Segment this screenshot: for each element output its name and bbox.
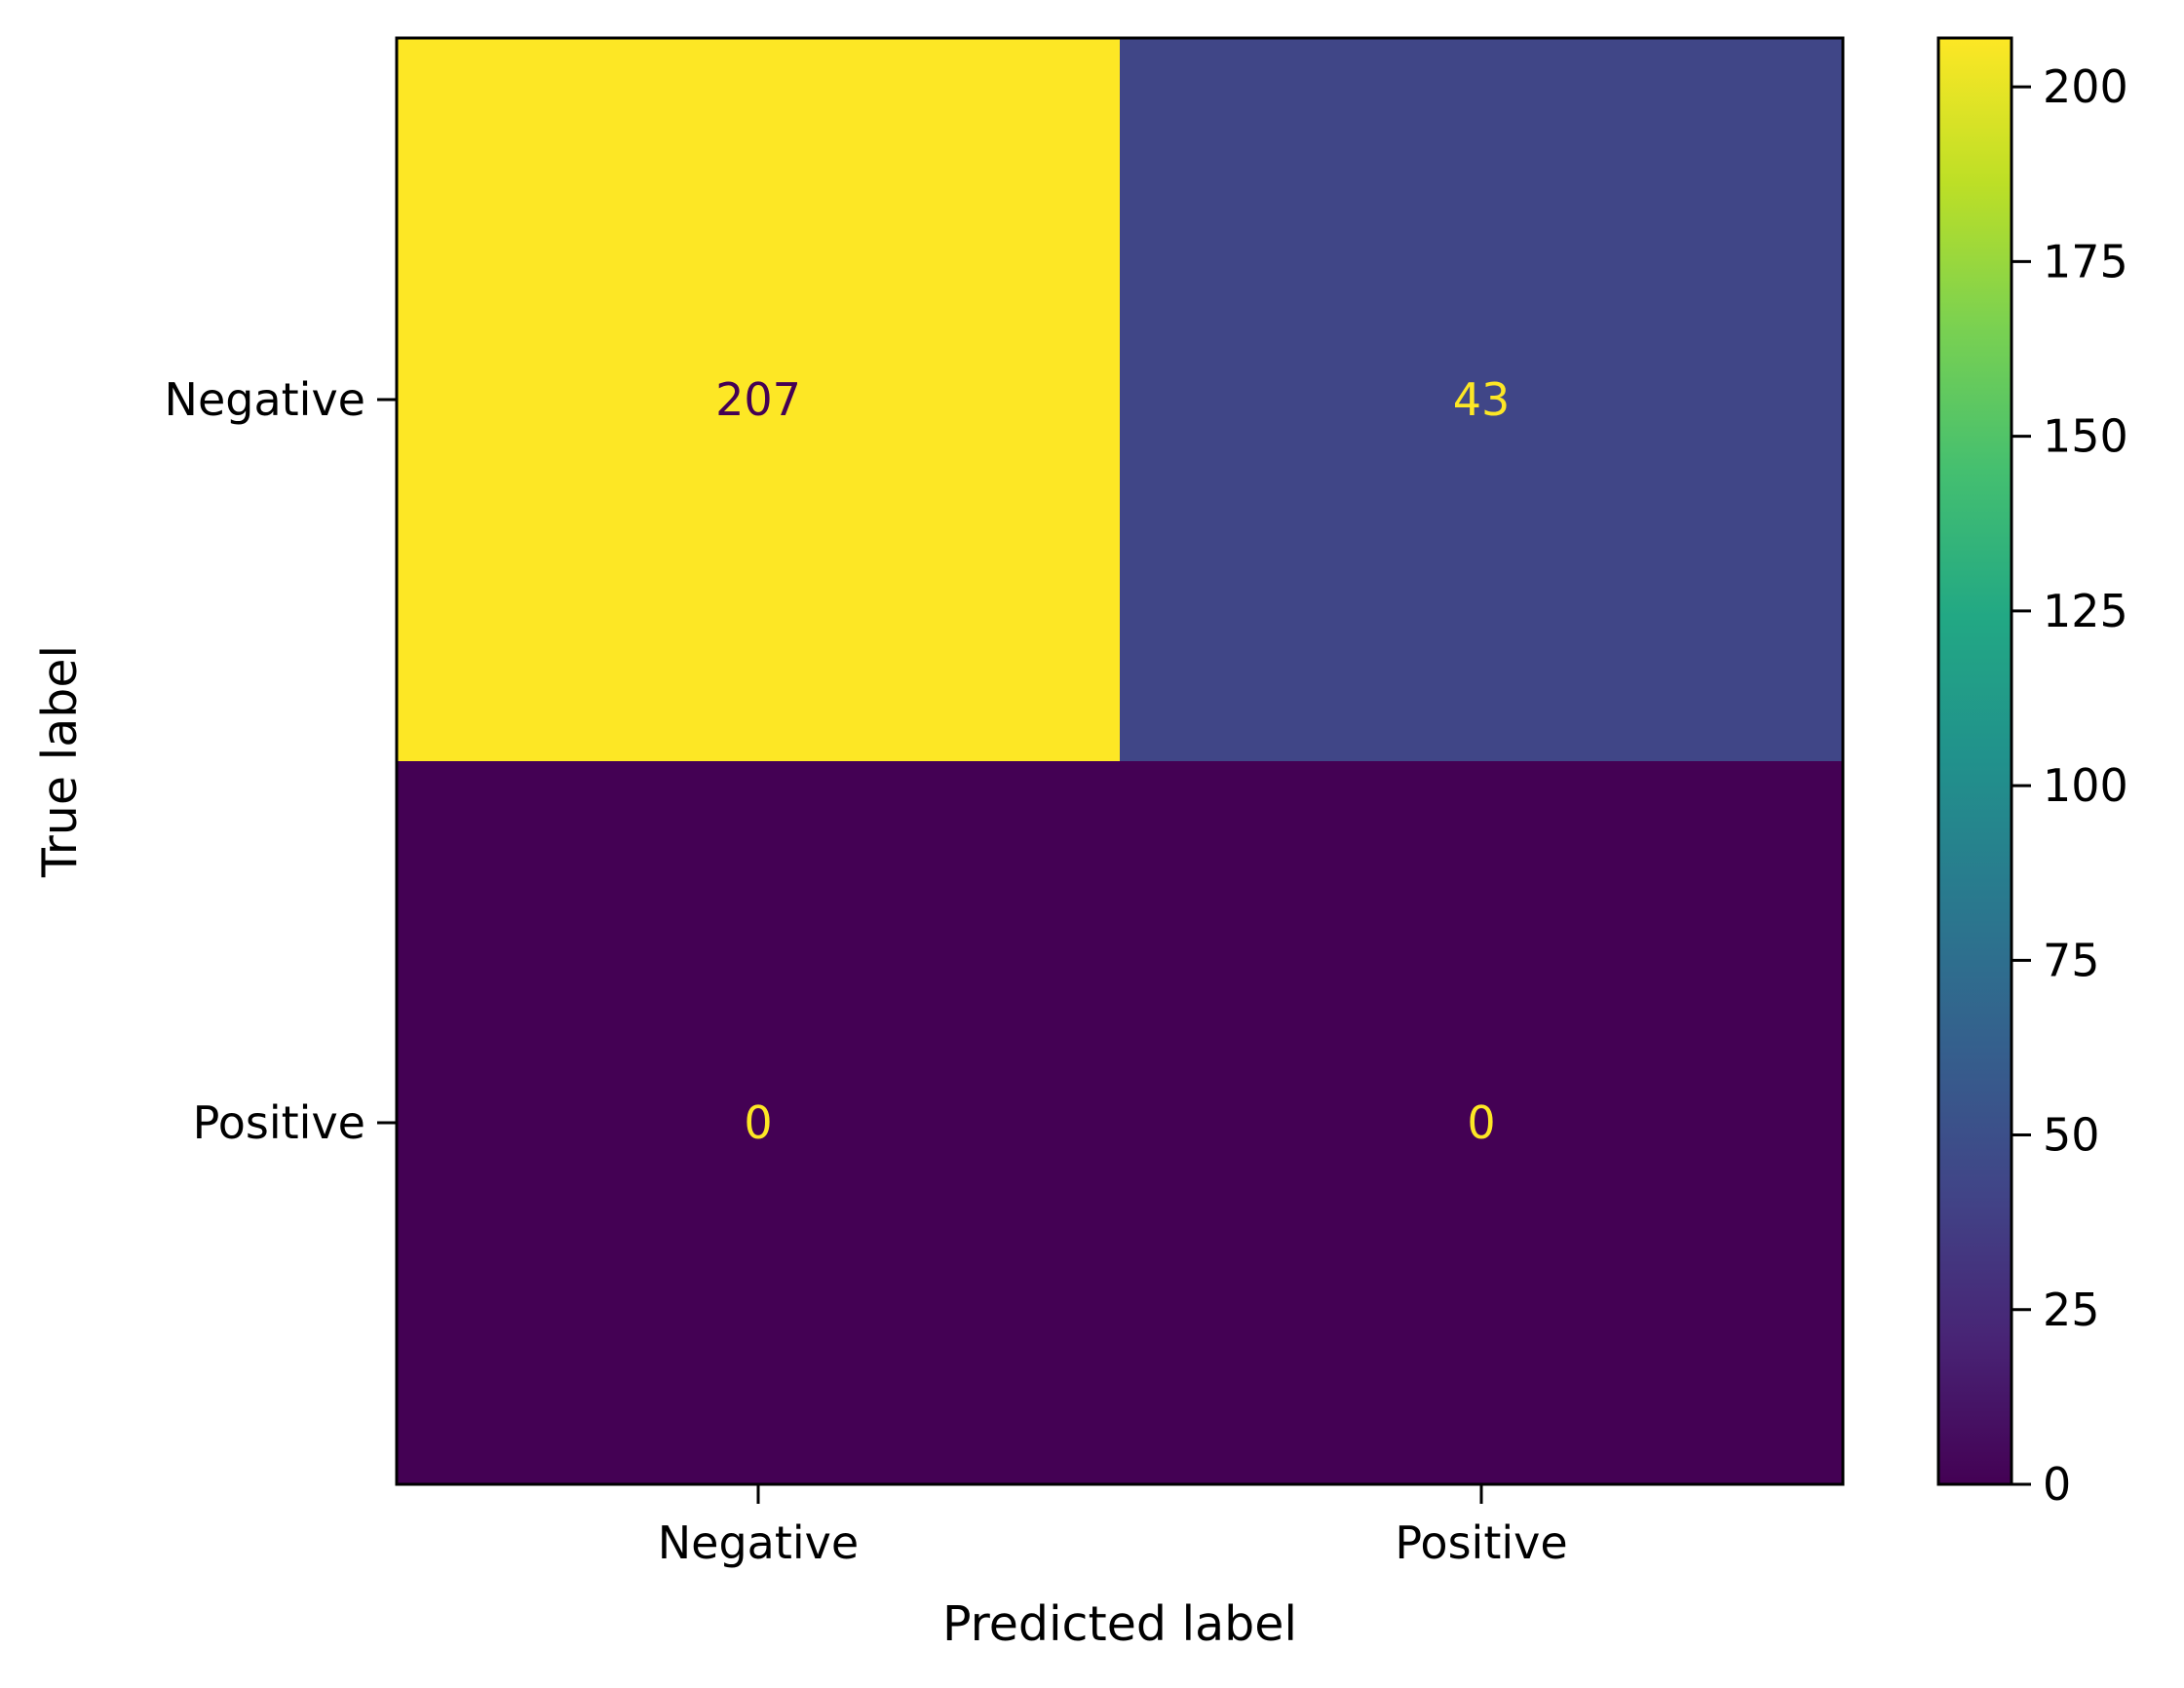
colorbar-ticks: 0 25 50 75 100 125 150 175 200 bbox=[2012, 60, 2128, 1511]
colorbar-tick-label: 0 bbox=[2043, 1458, 2071, 1511]
x-axis-ticks: Negative Positive bbox=[658, 1484, 1568, 1569]
y-axis-title: True label bbox=[32, 645, 88, 878]
y-tick-label: Positive bbox=[193, 1096, 365, 1149]
x-axis-title: Predicted label bbox=[942, 1596, 1297, 1652]
heatmap-cells bbox=[397, 38, 1843, 1484]
colorbar-tick-label: 75 bbox=[2043, 934, 2100, 986]
colorbar-tick-label: 25 bbox=[2043, 1284, 2100, 1336]
colorbar-tick-label: 100 bbox=[2043, 759, 2128, 812]
plot-frame bbox=[395, 36, 1845, 1486]
x-tick-label: Positive bbox=[1395, 1516, 1567, 1569]
colorbar-tick-label: 200 bbox=[2043, 60, 2128, 113]
x-tick-label: Negative bbox=[658, 1516, 859, 1569]
y-axis-ticks: Negative Positive bbox=[165, 373, 397, 1149]
colorbar-tick-label: 125 bbox=[2043, 585, 2128, 637]
cell-value-labels: 207 43 0 0 bbox=[715, 373, 1510, 1149]
heatmap-cell bbox=[1120, 761, 1843, 1484]
colorbar-tick-label: 150 bbox=[2043, 410, 2128, 463]
heatmap-cell bbox=[397, 38, 1120, 761]
y-tick-label: Negative bbox=[165, 373, 365, 426]
colorbar-tick-label: 175 bbox=[2043, 235, 2128, 288]
heatmap-cell bbox=[397, 761, 1120, 1484]
colorbar-frame bbox=[1936, 36, 2013, 1486]
cell-value-label: 0 bbox=[744, 1096, 772, 1149]
cell-value-label: 207 bbox=[715, 373, 801, 426]
heatmap-cell bbox=[1120, 38, 1843, 761]
colorbar-tick-label: 50 bbox=[2043, 1109, 2100, 1162]
colorbar-gradient bbox=[1938, 38, 2012, 1484]
cell-value-label: 43 bbox=[1453, 373, 1511, 426]
cell-value-label: 0 bbox=[1467, 1096, 1495, 1149]
